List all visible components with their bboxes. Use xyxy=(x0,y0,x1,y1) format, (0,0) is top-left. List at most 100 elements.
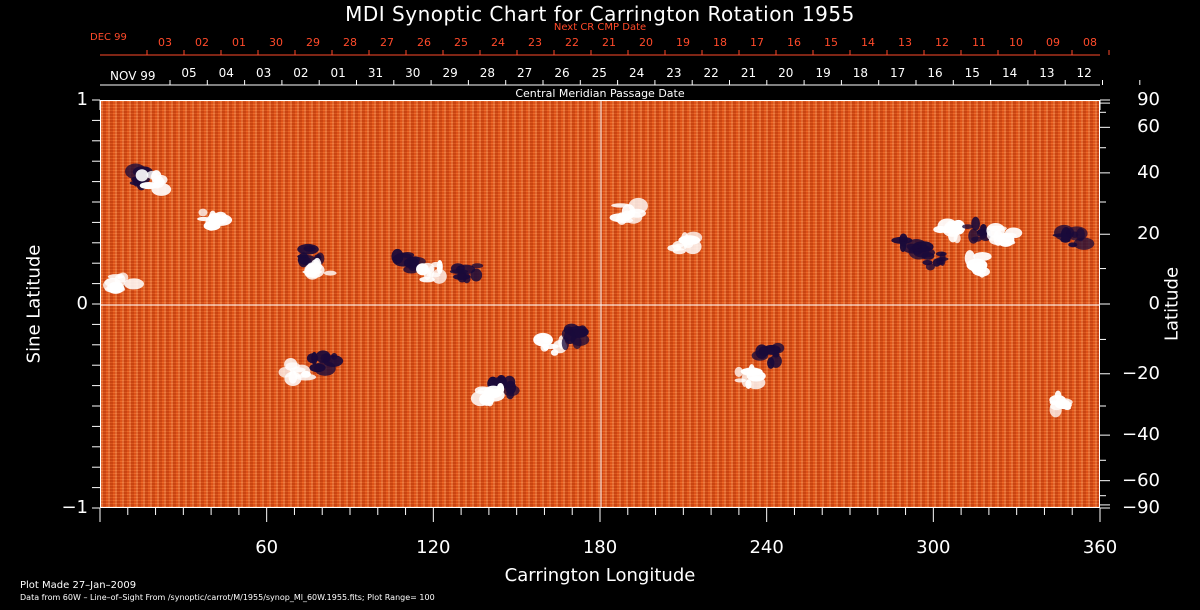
next-cr-day: 26 xyxy=(417,36,431,49)
positive-polarity-region xyxy=(135,169,172,196)
negative-polarity-region xyxy=(751,342,785,369)
next-cr-day: 23 xyxy=(528,36,542,49)
y-right-tick-label: 40 xyxy=(1137,161,1160,183)
cmp-day: 19 xyxy=(815,66,831,80)
positive-polarity-region xyxy=(103,272,144,294)
next-cr-day: 12 xyxy=(935,36,949,49)
next-cr-day: 01 xyxy=(232,36,246,49)
positive-polarity-region xyxy=(667,231,703,255)
cmp-day: 30 xyxy=(405,66,421,80)
y-left-tick-label: 1 xyxy=(76,89,88,110)
positive-polarity-region xyxy=(470,383,505,407)
cmp-day: 24 xyxy=(628,66,645,80)
cmp-day: 17 xyxy=(890,66,906,80)
positive-polarity-region xyxy=(964,250,992,278)
x-tick-label: 300 xyxy=(916,537,951,558)
cmp-day: 15 xyxy=(964,66,980,80)
y-right-tick-label: −60 xyxy=(1122,469,1160,491)
positive-polarity-region xyxy=(933,218,966,244)
cmp-day: 05 xyxy=(181,66,197,80)
negative-polarity-region xyxy=(913,247,949,271)
positive-polarity-region xyxy=(278,357,317,387)
next-cr-day: 27 xyxy=(380,36,394,49)
y-right-tick-label: −90 xyxy=(1122,497,1160,518)
y-left-tick-label: −1 xyxy=(61,497,88,518)
y-right-tick-label: −40 xyxy=(1122,424,1160,446)
y-right-tick-label: 90 xyxy=(1137,89,1160,110)
next-cr-day: 02 xyxy=(195,36,209,49)
cmp-day: 04 xyxy=(218,66,234,80)
positive-polarity-region xyxy=(609,197,648,225)
next-cr-day: 20 xyxy=(639,36,653,49)
cmp-day: 02 xyxy=(293,66,309,80)
next-cr-day: 11 xyxy=(972,36,986,49)
x-axis-label: Carrington Longitude xyxy=(504,565,696,586)
cmp-day: 25 xyxy=(591,66,607,80)
x-tick-label: 360 xyxy=(1082,537,1118,558)
next-cr-day: 28 xyxy=(343,36,357,49)
next-cr-month: DEC 99 xyxy=(90,32,127,43)
next-cr-day: 18 xyxy=(713,36,727,49)
next-cr-day: 15 xyxy=(824,36,838,49)
y-left-tick-label: 0 xyxy=(76,293,88,314)
positive-polarity-region xyxy=(302,257,337,280)
negative-polarity-region xyxy=(561,323,590,351)
cmp-day: 18 xyxy=(852,66,869,80)
y-right-tick-label: 20 xyxy=(1137,223,1160,245)
next-cr-day: 24 xyxy=(491,36,505,49)
cmp-day: 28 xyxy=(479,66,496,80)
negative-polarity-region xyxy=(449,263,484,284)
cmp-day: 12 xyxy=(1076,66,1092,80)
cmp-day: 13 xyxy=(1039,66,1055,80)
next-cr-label: Next CR CMP Date xyxy=(553,22,647,33)
positive-polarity-region xyxy=(986,222,1023,247)
x-tick-label: 120 xyxy=(416,537,451,558)
next-cr-day: 22 xyxy=(565,36,579,49)
cmp-day: 27 xyxy=(517,66,533,80)
cmp-day: 31 xyxy=(367,66,384,80)
y-right-tick-label: −20 xyxy=(1122,362,1160,384)
negative-polarity-region xyxy=(391,248,426,274)
next-cr-day: 10 xyxy=(1009,36,1023,49)
cmp-day: 22 xyxy=(703,66,719,80)
magnetogram-background xyxy=(101,101,1099,507)
negative-polarity-region xyxy=(1052,224,1095,250)
synoptic-map xyxy=(100,100,1100,508)
positive-polarity-region xyxy=(197,208,233,231)
positive-polarity-region xyxy=(1049,390,1073,418)
negative-polarity-region xyxy=(306,350,344,376)
chart-title: MDI Synoptic Chart for Carrington Rotati… xyxy=(345,2,855,26)
positive-polarity-region xyxy=(734,364,766,390)
cmp-month: NOV 99 xyxy=(110,69,156,83)
cmp-day: 16 xyxy=(927,66,943,80)
data-source: Data from 60W – Line–of–Sight From /syno… xyxy=(20,593,435,602)
next-cr-day: 17 xyxy=(750,36,764,49)
cmp-day: 20 xyxy=(778,66,794,80)
x-tick-label: 60 xyxy=(255,537,279,558)
x-tick-label: 240 xyxy=(749,537,784,558)
cmp-day: 14 xyxy=(1001,66,1018,80)
next-cr-day: 14 xyxy=(861,36,875,49)
next-cr-day: 29 xyxy=(306,36,320,49)
next-cr-day: 13 xyxy=(898,36,912,49)
cmp-label: Central Meridian Passage Date xyxy=(515,87,685,100)
cmp-day: 21 xyxy=(740,66,757,80)
next-cr-day: 30 xyxy=(269,36,283,49)
cmp-day: 26 xyxy=(554,66,570,80)
next-cr-day: 09 xyxy=(1046,36,1060,49)
next-cr-day: 08 xyxy=(1083,36,1097,49)
next-cr-day: 16 xyxy=(787,36,801,49)
next-cr-day: 25 xyxy=(454,36,468,49)
next-cr-day: 19 xyxy=(676,36,690,49)
y-axis-right-label: Latitude xyxy=(1161,266,1183,342)
y-right-tick-label: 60 xyxy=(1137,116,1160,138)
active-regions-layer xyxy=(101,101,1099,507)
x-tick-label: 180 xyxy=(582,537,618,558)
negative-polarity-region xyxy=(891,233,934,260)
plot-date: Plot Made 27–Jan–2009 xyxy=(20,580,137,591)
next-cr-day: 21 xyxy=(602,36,616,49)
cmp-day: 01 xyxy=(330,66,346,80)
y-axis-left-label: Sine Latitude xyxy=(23,244,45,364)
next-cr-day: 03 xyxy=(158,36,172,49)
y-right-tick-label: 0 xyxy=(1148,293,1160,314)
